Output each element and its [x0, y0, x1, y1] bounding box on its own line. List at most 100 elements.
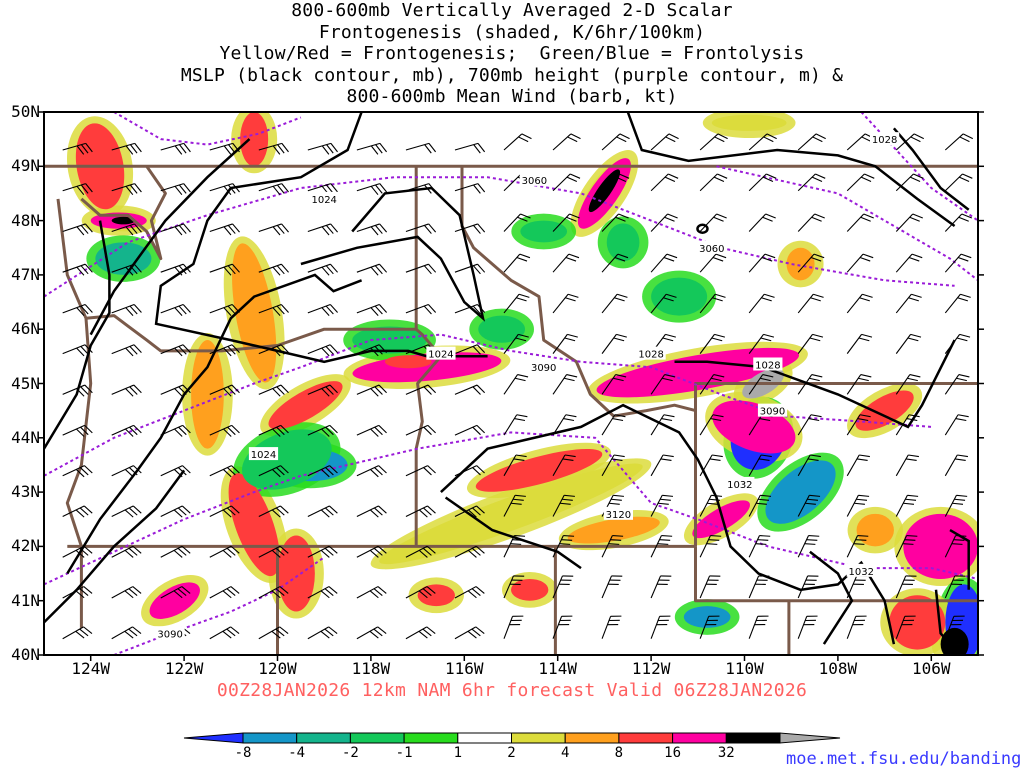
wind-barb	[944, 454, 969, 477]
wind-barb	[405, 384, 437, 395]
wind-barb	[62, 424, 93, 437]
wind-barb	[454, 586, 485, 599]
wind-barb	[307, 505, 338, 518]
wind-barb	[62, 142, 93, 155]
frontogenesis-shading	[66, 112, 978, 655]
wind-barb	[895, 535, 918, 558]
wind-barb	[454, 142, 486, 154]
wind-barb	[944, 173, 973, 192]
wind-barb	[160, 545, 191, 558]
wind-barb	[552, 333, 578, 354]
wind-barb	[356, 183, 388, 196]
colorbar-label: -8	[234, 745, 252, 761]
isobars	[44, 112, 970, 655]
wind-barb	[650, 374, 676, 395]
wind-barb	[62, 223, 93, 236]
credit-link[interactable]: moe.met.fsu.edu/banding	[786, 749, 1022, 769]
wind-barb	[846, 173, 875, 192]
wind-barb	[895, 494, 919, 517]
wind-barb	[209, 142, 240, 155]
wind-barb	[552, 253, 580, 273]
wind-barb	[748, 133, 777, 151]
wind-barb	[307, 626, 338, 640]
wind-barb	[503, 333, 529, 354]
lon-label: 116W	[445, 659, 484, 678]
wind-barb	[552, 414, 577, 436]
wind-barb	[895, 293, 922, 314]
wind-barb	[454, 626, 485, 640]
title-line-3: Yellow/Red = Frontogenesis; Green/Blue =…	[219, 43, 805, 64]
wind-barb	[160, 142, 191, 155]
wind-barb	[454, 183, 486, 194]
lon-label: 122W	[164, 659, 204, 678]
wind-barb	[405, 465, 436, 477]
lon-label: 120W	[258, 659, 297, 678]
wind-barb	[160, 344, 191, 357]
wind-barb	[797, 615, 818, 639]
wind-barb	[895, 253, 923, 273]
wind-barb	[111, 183, 142, 196]
wind-barb	[846, 293, 873, 314]
wind-barb	[748, 535, 771, 558]
wind-barb	[503, 615, 524, 639]
wind-barb	[797, 494, 821, 517]
wind-barb	[258, 142, 289, 155]
wind-barb	[209, 384, 240, 397]
wind-barb	[356, 465, 387, 478]
wind-barb	[258, 263, 289, 276]
colorbar-bin	[672, 732, 727, 744]
wind-barb	[454, 545, 485, 558]
wind-barb	[552, 213, 580, 232]
wind-barb	[62, 384, 93, 397]
pressure-contour-label: 1024	[251, 450, 276, 461]
colorbar-label: -2	[341, 745, 359, 761]
wind-barbs	[62, 133, 974, 640]
forecast-valid-line: 00Z28JAN2026 12km NAM 6hr forecast Valid…	[216, 680, 808, 701]
wind-barb	[405, 505, 436, 518]
wind-barb	[797, 173, 826, 192]
wind-barb	[552, 575, 574, 599]
wind-barb	[209, 344, 240, 357]
wind-barb	[356, 505, 387, 518]
colorbar-max-arrow	[779, 732, 841, 744]
wind-barb	[160, 505, 191, 518]
wind-barb	[209, 223, 240, 236]
wind-barb	[650, 454, 674, 477]
wind-barb	[797, 133, 826, 151]
wind-barb	[650, 253, 678, 273]
wind-barb	[944, 213, 973, 232]
wind-barb	[258, 303, 289, 316]
wind-barb	[699, 253, 727, 273]
wind-barb	[748, 575, 770, 599]
wind-barb	[601, 293, 628, 314]
wind-barb	[601, 173, 630, 192]
wind-barb	[454, 344, 486, 355]
colorbar-bin	[242, 732, 298, 744]
wind-barb	[503, 494, 526, 517]
wind-barb	[307, 545, 338, 558]
pressure-contour-label: 1024	[428, 350, 453, 361]
title-line-4: MSLP (black contour, mb), 700mb height (…	[180, 64, 844, 86]
wind-barb	[503, 414, 528, 436]
wind-barb	[356, 344, 388, 357]
wind-barb	[846, 535, 869, 558]
colorbar-min-arrow	[183, 732, 244, 744]
wind-barb	[111, 505, 142, 518]
wind-barb	[552, 374, 578, 395]
wind-barb	[895, 133, 924, 151]
wind-barb	[307, 384, 338, 397]
pressure-contour-label: 1028	[638, 350, 663, 361]
wind-barb	[650, 213, 678, 232]
wind-barb	[356, 142, 387, 155]
wind-barb	[503, 293, 530, 314]
wind-barb	[62, 263, 93, 276]
pressure-contour-label: 1028	[872, 135, 897, 146]
wind-barb	[895, 333, 922, 354]
wind-barb	[111, 545, 142, 558]
wind-barb	[552, 454, 576, 477]
lon-label: 114W	[538, 659, 577, 678]
pressure-contour-label: 1024	[311, 195, 336, 206]
wind-barb	[797, 535, 820, 558]
wind-barb	[209, 183, 240, 196]
